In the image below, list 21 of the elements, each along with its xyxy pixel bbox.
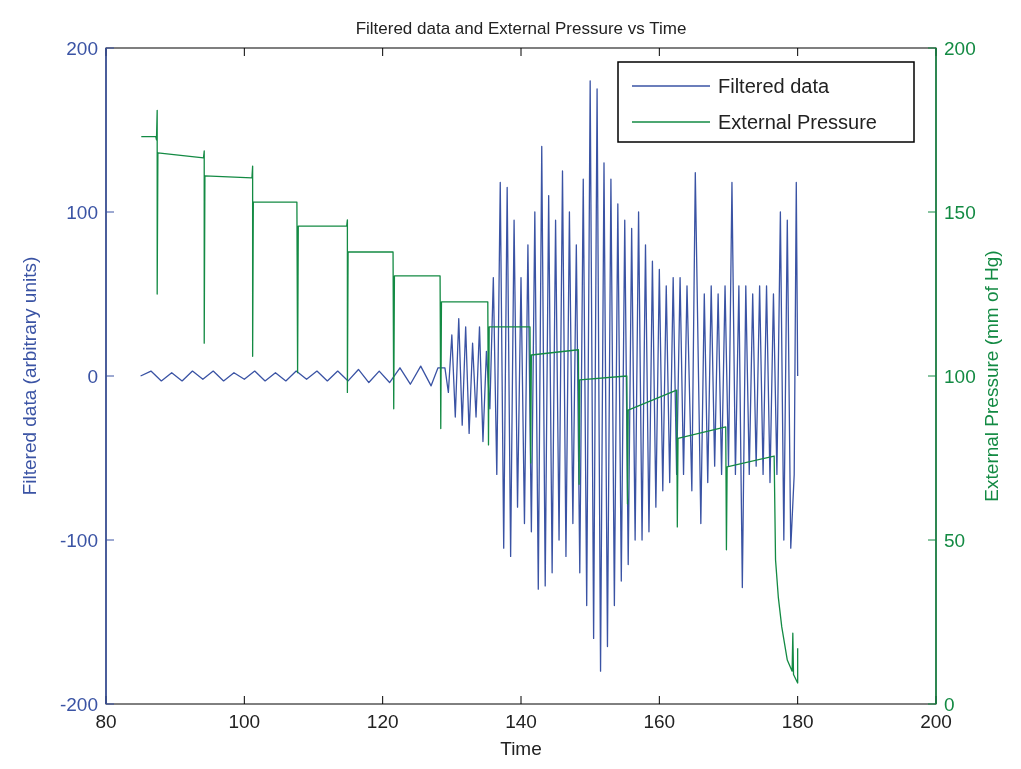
y2-axis-title: External Pressure (mm of Hg) [981, 250, 1002, 502]
chart-title: Filtered data and External Pressure vs Time [355, 19, 687, 38]
y-tick-label: 0 [87, 365, 98, 387]
x-tick-label: 160 [643, 711, 676, 732]
legend-label: External Pressure [718, 111, 877, 133]
y-tick-label: 200 [66, 37, 98, 59]
y-tick-label: 100 [66, 201, 98, 223]
x-tick-label: 120 [366, 711, 399, 732]
y2-tick-label: 50 [944, 529, 966, 551]
y-tick-label: -200 [59, 693, 98, 715]
y-axis-title: Filtered data (arbitrary units) [19, 256, 40, 496]
x-tick-label: 180 [781, 711, 814, 732]
x-tick-label: 100 [228, 711, 261, 732]
x-axis-title: Time [500, 738, 542, 759]
y2-tick-label: 200 [944, 37, 976, 59]
legend-label: Filtered data [718, 75, 831, 97]
y-tick-label: -100 [59, 529, 98, 551]
x-tick-label: 140 [505, 711, 537, 732]
x-tick-label: 80 [95, 711, 117, 732]
y2-tick-label: 150 [944, 201, 976, 223]
y2-tick-label: 100 [944, 365, 976, 387]
